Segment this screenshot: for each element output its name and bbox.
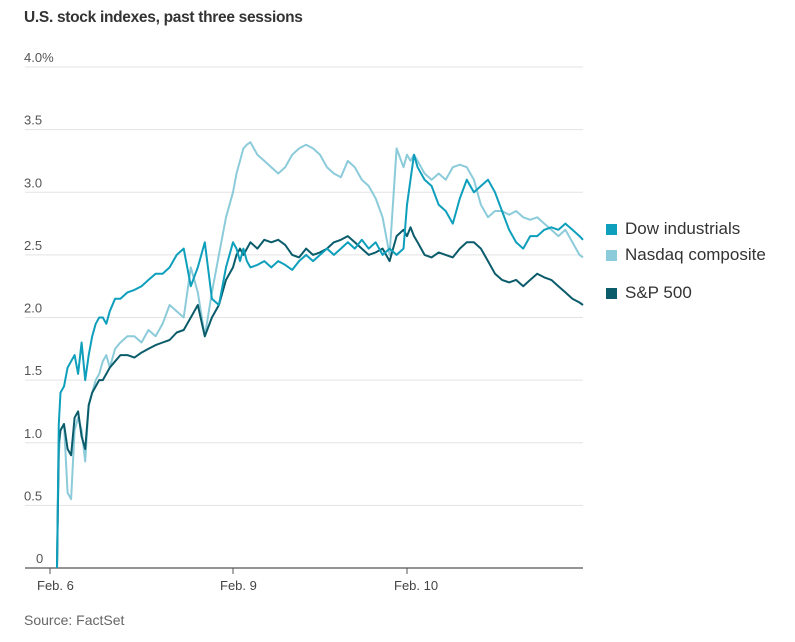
x-tick-label: Feb. 10 <box>394 578 438 593</box>
y-tick-label: 0.5 <box>24 488 42 503</box>
y-tick-label: 1.5 <box>24 363 42 378</box>
legend-swatch-dow <box>606 223 617 235</box>
legend: Dow industrials Nasdaq composite S&P 500 <box>606 218 766 308</box>
gridlines <box>25 66 583 506</box>
y-tick-label: 4.0% <box>24 50 54 65</box>
y-tick-label: 1.0 <box>24 426 42 441</box>
y-axis-tick-labels: 4.0% 3.5 3.0 2.5 2.0 1.5 1.0 0.5 0 <box>24 50 54 566</box>
y-tick-label: 0 <box>36 551 43 566</box>
x-tick-label: Feb. 6 <box>37 578 74 593</box>
x-tick-label: Feb. 9 <box>220 578 257 593</box>
legend-label-sp500: S&P 500 <box>625 283 692 302</box>
y-tick-label: 3.5 <box>24 113 42 128</box>
series-lines <box>56 141 584 569</box>
legend-label-nasdaq: Nasdaq composite <box>625 245 766 264</box>
chart-title: U.S. stock indexes, past three sessions <box>24 9 303 26</box>
x-axis: Feb. 6 Feb. 9 Feb. 10 <box>25 567 583 593</box>
legend-swatch-sp500 <box>606 287 617 299</box>
series-line-dow <box>56 153 584 569</box>
legend-swatch-nasdaq <box>606 249 617 261</box>
source-note: Source: FactSet <box>24 612 125 628</box>
series-line-sp500 <box>56 226 584 569</box>
legend-label-dow: Dow industrials <box>625 219 741 238</box>
y-tick-label: 2.5 <box>24 238 42 253</box>
legend-item-dow: Dow industrials <box>606 218 766 240</box>
legend-item-sp500: S&P 500 <box>606 282 766 304</box>
series-line-nasdaq <box>56 141 584 569</box>
y-tick-label: 3.0 <box>24 175 42 190</box>
y-tick-label: 2.0 <box>24 301 42 316</box>
legend-item-nasdaq: Nasdaq composite <box>606 244 766 266</box>
